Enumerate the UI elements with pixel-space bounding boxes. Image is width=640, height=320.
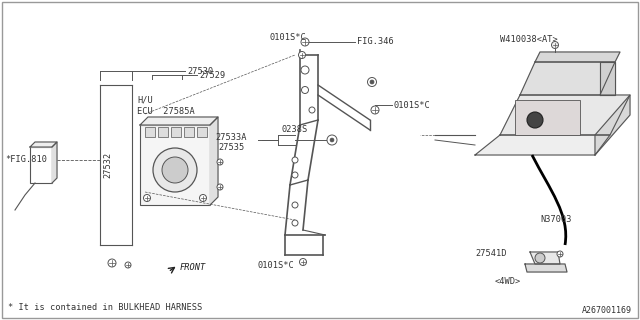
Polygon shape — [595, 95, 630, 155]
Polygon shape — [30, 142, 57, 147]
Circle shape — [143, 195, 150, 202]
Text: 27541D: 27541D — [475, 250, 506, 259]
Text: 0101S*C: 0101S*C — [270, 33, 307, 42]
Text: A267001169: A267001169 — [582, 306, 632, 315]
Text: N37003: N37003 — [540, 215, 572, 225]
Text: 27529: 27529 — [199, 70, 225, 79]
Text: *FIG.810: *FIG.810 — [5, 156, 47, 164]
Circle shape — [217, 184, 223, 190]
Circle shape — [153, 148, 197, 192]
Polygon shape — [475, 135, 610, 155]
Circle shape — [557, 251, 563, 257]
Circle shape — [292, 202, 298, 208]
Text: 27535: 27535 — [218, 143, 244, 153]
Circle shape — [327, 135, 337, 145]
Text: FRONT: FRONT — [180, 263, 206, 273]
Circle shape — [370, 80, 374, 84]
Circle shape — [330, 138, 334, 142]
Bar — [140, 125, 210, 205]
Circle shape — [162, 157, 188, 183]
Text: 27532: 27532 — [103, 152, 112, 178]
Text: 27533A: 27533A — [215, 133, 246, 142]
Circle shape — [371, 106, 379, 114]
Bar — [145, 127, 155, 137]
Text: FIG.346: FIG.346 — [357, 37, 394, 46]
Circle shape — [108, 259, 116, 267]
Polygon shape — [140, 117, 218, 125]
Circle shape — [552, 42, 559, 49]
Bar — [158, 127, 168, 137]
Bar — [184, 127, 194, 137]
Polygon shape — [525, 264, 567, 272]
Polygon shape — [210, 117, 218, 205]
Circle shape — [292, 172, 298, 178]
Polygon shape — [600, 62, 615, 95]
Polygon shape — [530, 252, 560, 264]
Circle shape — [301, 38, 309, 46]
Circle shape — [292, 220, 298, 226]
Text: W410038<AT>: W410038<AT> — [500, 36, 557, 44]
Text: <4WD>: <4WD> — [495, 277, 521, 286]
Text: ECU  27585A: ECU 27585A — [137, 107, 195, 116]
Circle shape — [309, 107, 315, 113]
Circle shape — [217, 159, 223, 165]
Polygon shape — [500, 95, 630, 135]
Polygon shape — [52, 142, 57, 183]
Circle shape — [301, 86, 308, 93]
Text: H/U: H/U — [137, 95, 153, 105]
Circle shape — [200, 195, 207, 202]
Circle shape — [298, 52, 305, 59]
Bar — [171, 127, 181, 137]
Bar — [197, 127, 207, 137]
Polygon shape — [520, 62, 615, 95]
Bar — [30, 147, 52, 183]
Circle shape — [300, 259, 307, 266]
Circle shape — [301, 66, 309, 74]
Bar — [515, 100, 580, 135]
Text: 0101S*C: 0101S*C — [394, 100, 431, 109]
Circle shape — [125, 262, 131, 268]
Circle shape — [292, 157, 298, 163]
Circle shape — [535, 253, 545, 263]
Circle shape — [367, 77, 376, 86]
Text: 27530: 27530 — [187, 67, 213, 76]
Text: * It is contained in BULKHEAD HARNESS: * It is contained in BULKHEAD HARNESS — [8, 303, 202, 312]
Circle shape — [527, 112, 543, 128]
Text: 0238S: 0238S — [282, 125, 308, 134]
Text: 0101S*C: 0101S*C — [258, 260, 295, 269]
Polygon shape — [535, 52, 620, 62]
